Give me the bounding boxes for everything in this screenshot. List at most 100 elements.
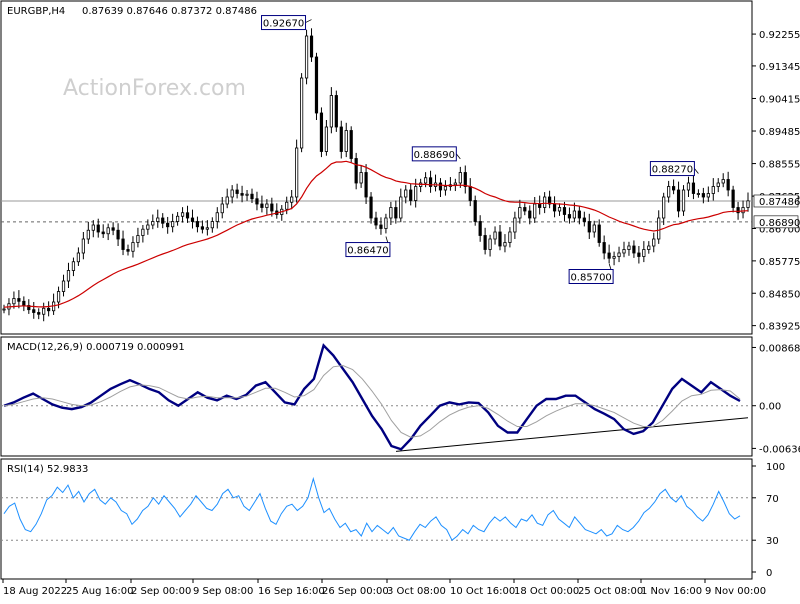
price-candle-body xyxy=(612,256,616,259)
price-candle-body xyxy=(61,280,66,292)
rsi-panel-frame xyxy=(0,458,753,580)
price-candle-body xyxy=(76,252,80,263)
annotation-box xyxy=(649,161,695,177)
price-candle-body xyxy=(200,226,204,230)
x-axis-tick-label: 9 Nov 00:00 xyxy=(705,586,766,597)
price-candle-body xyxy=(701,193,705,198)
price-axis-tick-label: 0.86700 xyxy=(759,225,800,236)
price-candle-body xyxy=(12,298,16,305)
price-candle-body xyxy=(513,217,517,233)
price-candle-body xyxy=(657,217,661,240)
annotation-box xyxy=(261,15,307,31)
price-candle-body xyxy=(652,238,656,247)
support-level-tag xyxy=(753,215,799,229)
price-candle-body xyxy=(681,189,686,212)
price-candle-body xyxy=(463,172,467,187)
price-candle-body xyxy=(538,203,542,208)
price-candle-body xyxy=(374,217,378,226)
annotation-label: 0.92670 xyxy=(263,19,304,30)
price-candle-body xyxy=(141,228,145,236)
price-candle-body xyxy=(508,231,512,243)
price-candle-body xyxy=(399,196,403,219)
price-candle-body xyxy=(528,210,532,219)
price-candle-body xyxy=(453,182,457,186)
watermark: ActionForex.com xyxy=(63,76,246,101)
price-candle-body xyxy=(587,221,591,233)
price-candle-body xyxy=(597,224,601,243)
price-candle-body xyxy=(334,95,338,128)
annotation-label: 0.88270 xyxy=(652,165,693,176)
price-candle-body xyxy=(101,231,105,235)
price-candle-body xyxy=(428,177,433,187)
price-candle-body xyxy=(314,56,319,114)
price-candle-body xyxy=(260,203,264,208)
price-candle-body xyxy=(91,224,95,231)
price-candle-body xyxy=(379,224,383,229)
price-candle-body xyxy=(404,189,408,198)
macd-panel-frame xyxy=(0,336,753,457)
price-candle-body xyxy=(478,221,482,236)
axis-layer: 0.922550.913450.904150.894850.885550.876… xyxy=(2,30,800,597)
annotation-box xyxy=(345,242,391,258)
price-candle-body xyxy=(329,95,333,128)
price-candle-body xyxy=(121,238,125,250)
price-candle-body xyxy=(270,203,274,212)
price-candle-body xyxy=(523,207,527,212)
price-candle-body xyxy=(384,217,388,229)
price-candle-body xyxy=(2,308,6,311)
price-candle-body xyxy=(255,198,259,205)
price-axis-tick-label: 0.92255 xyxy=(759,30,800,41)
price-candle-body xyxy=(166,222,170,228)
price-candle-body xyxy=(344,130,348,152)
price-candle-body xyxy=(161,217,165,224)
annotation-leader xyxy=(456,153,461,160)
x-axis-tick-label: 18 Aug 2022 xyxy=(3,586,67,597)
price-candle-body xyxy=(81,238,85,254)
x-axis-tick-label: 25 Aug 16:00 xyxy=(66,586,133,597)
price-candle-body xyxy=(47,307,51,312)
price-candle-body xyxy=(17,298,21,302)
price-candle-body xyxy=(394,207,398,219)
macd-axis-tick-label: 0.008686 xyxy=(759,343,800,354)
price-candle-body xyxy=(557,207,562,212)
price-candle-body xyxy=(582,217,586,222)
price-candle-body xyxy=(726,179,730,191)
price-axis-tick-label: 0.89485 xyxy=(759,127,800,138)
price-candle-body xyxy=(339,126,343,152)
x-axis-tick-label: 18 Oct 00:00 xyxy=(514,586,579,597)
price-candle-body xyxy=(37,312,41,315)
price-candle-body xyxy=(185,212,190,219)
annotation-label: 0.85700 xyxy=(570,273,611,284)
price-candle-body xyxy=(533,203,537,219)
price-candle-body xyxy=(632,245,636,254)
price-candle-body xyxy=(116,229,120,240)
price-candle-body xyxy=(86,229,90,240)
price-candle-body xyxy=(175,215,180,222)
price-candle-body xyxy=(696,193,701,195)
price-candle-body xyxy=(637,252,641,257)
price-candle-body xyxy=(71,261,76,271)
price-candle-body xyxy=(483,235,487,250)
price-panel-frame xyxy=(0,0,753,335)
macd-trendline xyxy=(395,417,749,452)
price-candle-body xyxy=(171,221,175,228)
price-candle-body xyxy=(493,231,497,240)
price-candle-body xyxy=(662,196,666,219)
price-candle-body xyxy=(676,189,681,212)
rsi-axis-tick-label: 0 xyxy=(766,568,772,579)
price-candle-body xyxy=(309,35,314,58)
price-candle-body xyxy=(552,203,557,212)
price-candle-body xyxy=(56,291,61,303)
price-candle-body xyxy=(672,186,676,191)
price-candle-body xyxy=(210,221,214,229)
price-candle-body xyxy=(647,245,651,250)
price-candle-body xyxy=(731,189,735,208)
price-candle-body xyxy=(686,182,691,191)
price-candle-body xyxy=(518,207,522,219)
rsi-axis-tick-label: 100 xyxy=(766,462,785,473)
price-candle-body xyxy=(319,112,324,152)
price-candle-body xyxy=(66,270,71,282)
annotation-box xyxy=(411,146,457,162)
price-candle-body xyxy=(32,309,36,313)
price-axis-tick-label: 0.84850 xyxy=(759,289,800,300)
